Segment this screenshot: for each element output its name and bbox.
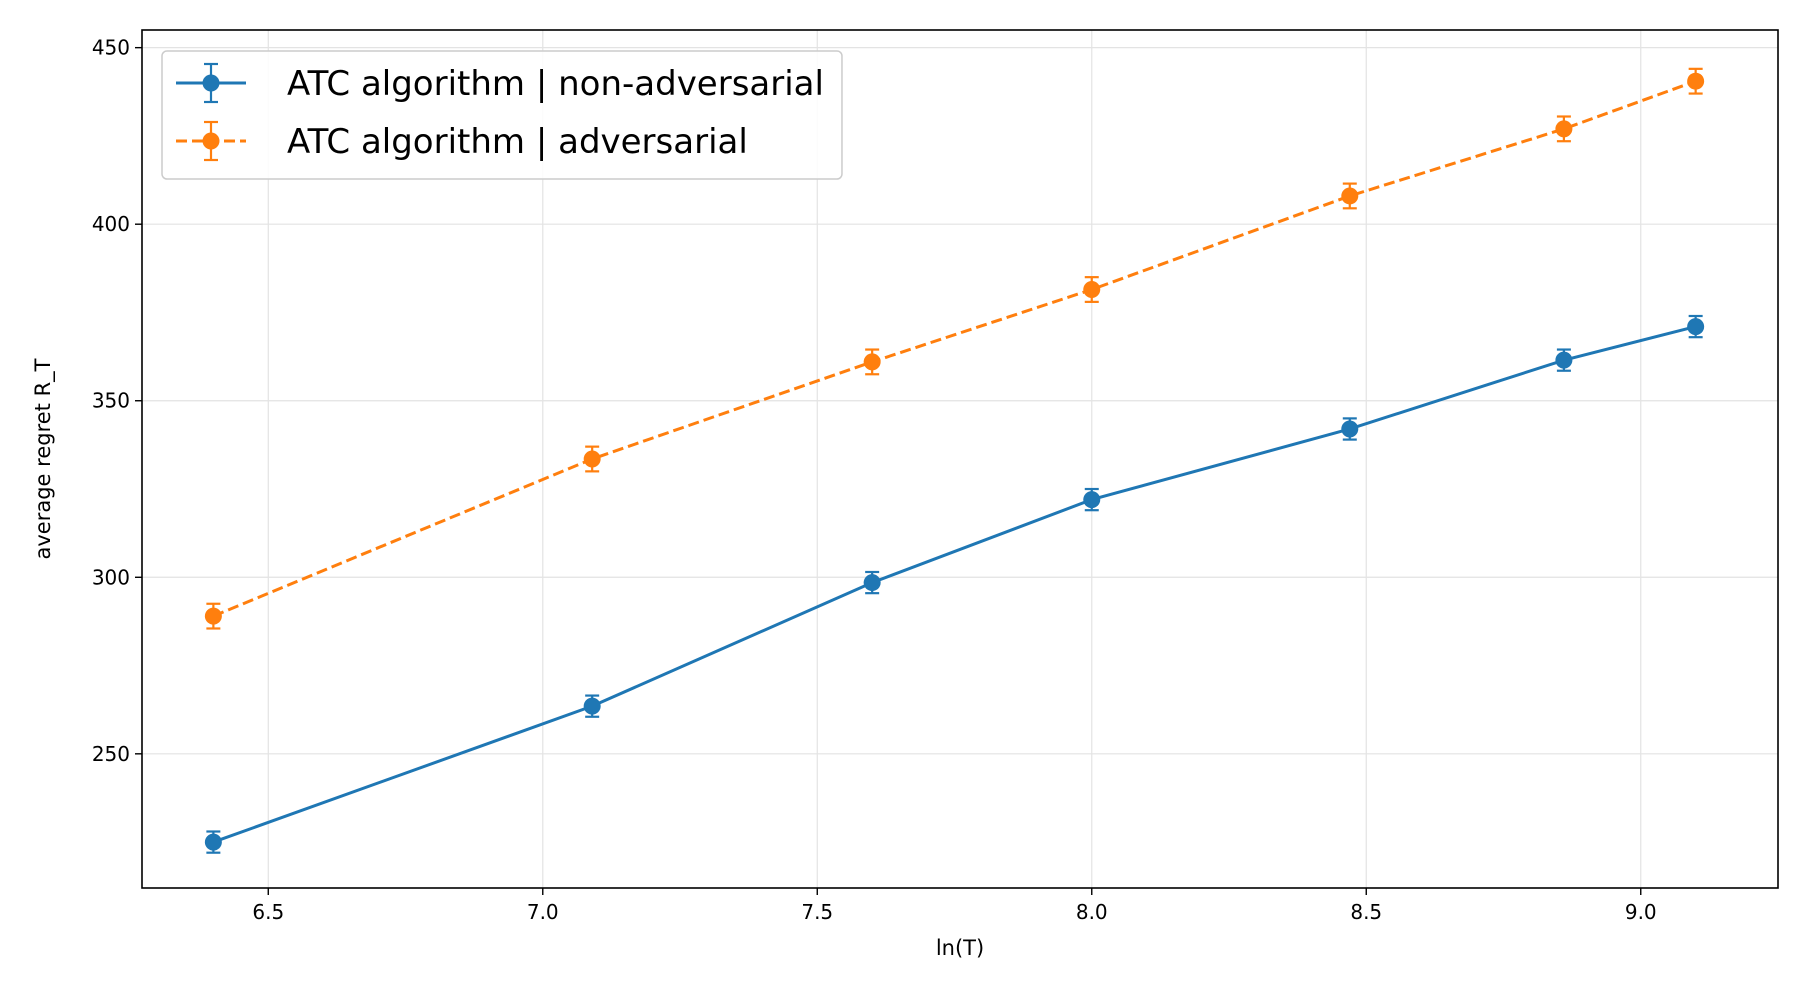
legend-item: ATC algorithm | adversarial <box>176 120 748 162</box>
legend-box <box>161 50 843 180</box>
x-tick-label: 7.0 <box>527 900 559 924</box>
data-point <box>863 574 881 592</box>
data-point <box>583 450 601 468</box>
plot-frame <box>141 29 1779 889</box>
data-point <box>1687 72 1705 90</box>
data-point <box>1341 187 1359 205</box>
y-tick-label: 400 <box>92 212 130 236</box>
data-point <box>1083 281 1101 299</box>
legend-label: ATC algorithm | non-adversarial <box>287 64 824 104</box>
data-point <box>204 607 222 625</box>
y-tick-label: 450 <box>92 36 130 60</box>
legend-marker <box>202 74 220 92</box>
x-axis: 6.5 7.0 7.5 8.0 8.5 9.0 <box>252 888 1657 924</box>
legend: ATC algorithm | non-adversarial ATC algor… <box>161 50 843 180</box>
series-1 <box>204 67 1705 630</box>
x-axis-label: ln(T) <box>936 936 984 960</box>
y-axis-label: average regret R_T <box>31 358 56 559</box>
series-0 <box>204 314 1705 854</box>
legend-label: ATC algorithm | adversarial <box>287 122 748 162</box>
data-point <box>204 833 222 851</box>
y-axis: 250 300 350 400 450 <box>92 36 142 766</box>
y-tick-label: 250 <box>92 742 130 766</box>
data-point <box>1083 491 1101 509</box>
data-point <box>1341 420 1359 438</box>
data-point <box>1555 351 1573 369</box>
x-tick-label: 6.5 <box>252 900 284 924</box>
data-point <box>863 353 881 371</box>
legend-item: ATC algorithm | non-adversarial <box>176 62 824 104</box>
data-point <box>1555 120 1573 138</box>
legend-marker <box>202 132 220 150</box>
x-tick-label: 8.0 <box>1076 900 1108 924</box>
y-tick-label: 350 <box>92 389 130 413</box>
series-layer <box>204 67 1705 854</box>
x-tick-label: 7.5 <box>801 900 833 924</box>
series-line <box>212 325 1697 844</box>
data-point <box>1687 318 1705 336</box>
y-tick-label: 300 <box>92 565 130 589</box>
x-tick-label: 9.0 <box>1625 900 1657 924</box>
data-point <box>583 697 601 715</box>
x-tick-label: 8.5 <box>1350 900 1382 924</box>
